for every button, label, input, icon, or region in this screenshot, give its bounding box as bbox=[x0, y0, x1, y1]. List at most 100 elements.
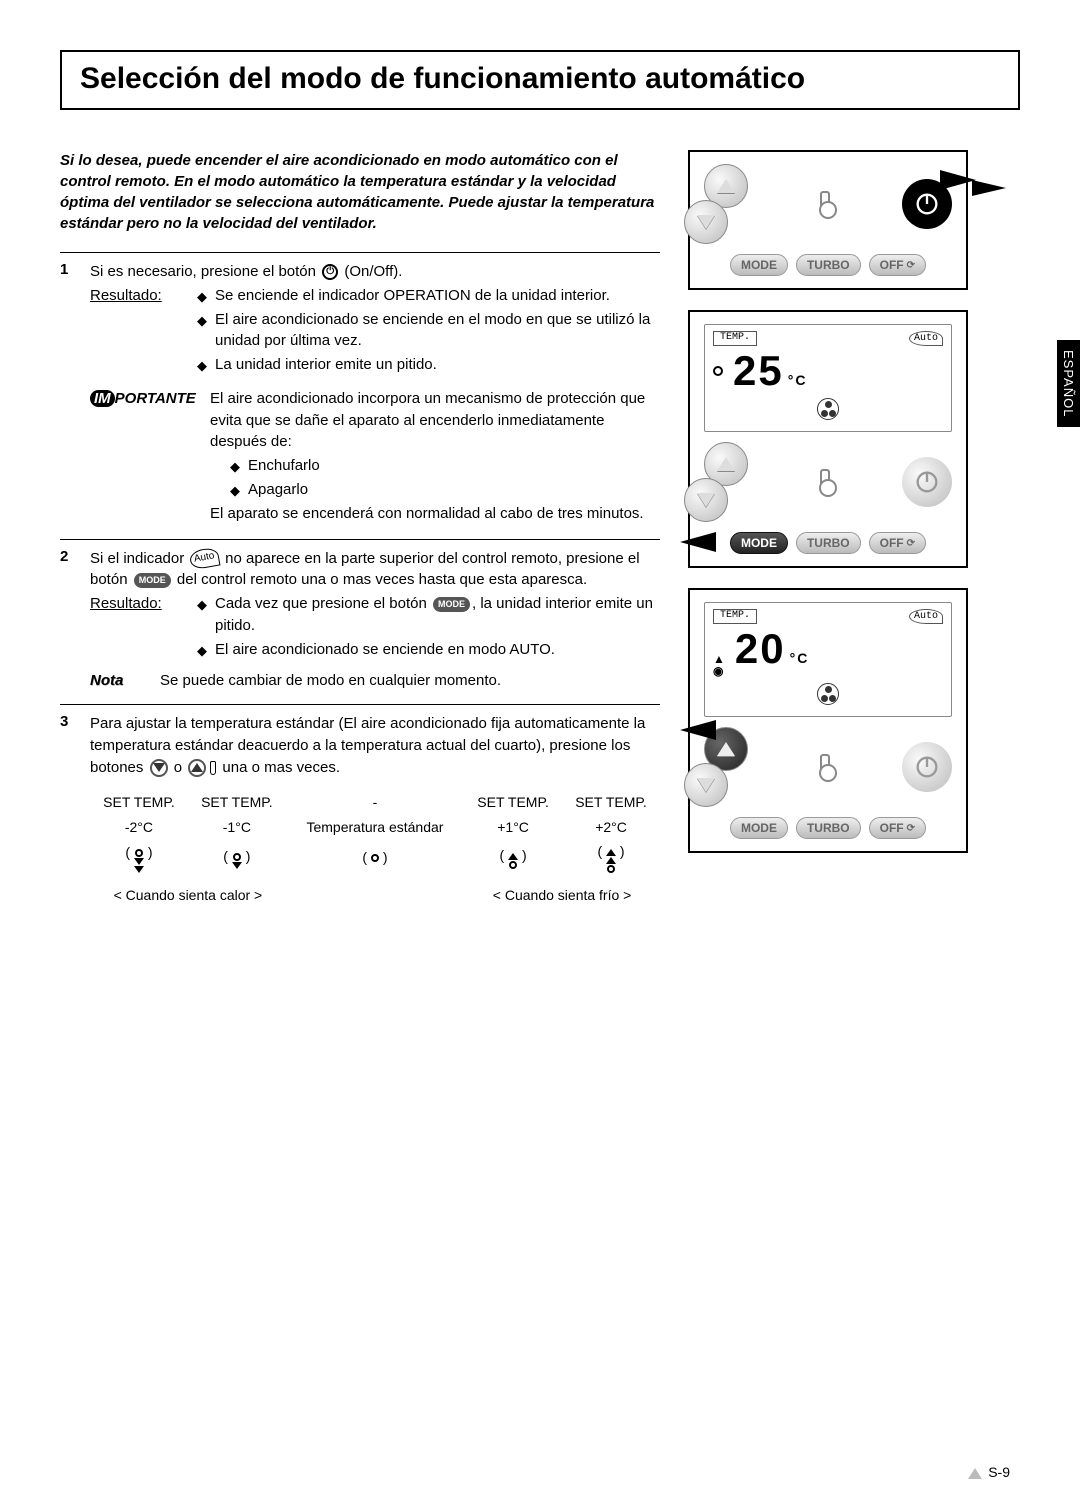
nota-label: Nota bbox=[90, 670, 150, 692]
left-column: Si lo desea, puede encender el aire acon… bbox=[60, 150, 660, 919]
thermo-icon bbox=[820, 469, 830, 495]
bullet-icon: ◆ bbox=[230, 482, 240, 501]
table-cell: +2°C bbox=[562, 815, 660, 839]
temp-label: TEMP. bbox=[713, 331, 757, 346]
lcd-unit: °C bbox=[788, 373, 808, 387]
temp-icon-cell: ( ) bbox=[90, 839, 188, 875]
step-2-intro: Si el indicador Auto no aparece en la pa… bbox=[90, 548, 660, 592]
lcd-unit: °C bbox=[790, 651, 810, 665]
off-pill[interactable]: OFF⟳ bbox=[869, 532, 926, 554]
indicator-dot-icon bbox=[713, 366, 723, 376]
step-3-intro: Para ajustar la temperatura estándar (El… bbox=[90, 713, 660, 778]
auto-icon: Auto bbox=[189, 547, 220, 570]
temp-adjust-table: SET TEMP. SET TEMP. - SET TEMP. SET TEMP… bbox=[90, 790, 660, 907]
title-box: Selección del modo de funcionamiento aut… bbox=[60, 50, 1020, 110]
pointer-arrow-icon bbox=[680, 532, 716, 552]
bullet-icon: ◆ bbox=[197, 312, 207, 353]
feel-cold-label: < Cuando sienta frío > bbox=[464, 875, 660, 907]
bullet-icon: ◆ bbox=[197, 288, 207, 307]
nota-text: Se puede cambiar de modo en cualquier mo… bbox=[160, 670, 660, 692]
importante-tail: El aparato se encenderá con normalidad a… bbox=[210, 503, 660, 525]
importante-block: IMPORTANTE El aire acondicionado incorpo… bbox=[90, 388, 660, 527]
resultado-label: Resultado: bbox=[90, 593, 185, 662]
step-3: 3 Para ajustar la temperatura estándar (… bbox=[60, 704, 660, 919]
off-pill[interactable]: OFF⟳ bbox=[869, 817, 926, 839]
right-column: MODE TURBO OFF⟳ TEMP. Auto 25 bbox=[688, 150, 968, 919]
nota-block: Nota Se puede cambiar de modo en cualqui… bbox=[90, 670, 660, 692]
temp-label: TEMP. bbox=[713, 609, 757, 624]
importante-badge: IM bbox=[90, 390, 115, 407]
remote-panel-1: MODE TURBO OFF⟳ bbox=[688, 150, 968, 290]
step-1-intro: Si es necesario, presione el botón ⏻ (On… bbox=[90, 261, 660, 283]
feel-hot-label: < Cuando sienta calor > bbox=[90, 875, 286, 907]
temp-icon-cell: ( ) bbox=[188, 839, 286, 875]
table-cell: +1°C bbox=[464, 815, 562, 839]
remote-panel-3: TEMP. Auto ▲◉ 20 °C bbox=[688, 588, 968, 853]
thermo-icon bbox=[210, 761, 216, 775]
power-icon: ⏻ bbox=[322, 264, 338, 280]
remote-panel-2: TEMP. Auto 25 °C bbox=[688, 310, 968, 568]
table-cell: Temperatura estándar bbox=[286, 815, 464, 839]
lcd-display: TEMP. Auto 25 °C bbox=[704, 324, 952, 432]
up-button-icon bbox=[188, 759, 206, 777]
table-header: - bbox=[286, 790, 464, 814]
step-2: 2 Si el indicador Auto no aparece en la … bbox=[60, 539, 660, 705]
table-cell: -1°C bbox=[188, 815, 286, 839]
pointer-arrow-icon bbox=[680, 720, 716, 740]
page-triangle-icon bbox=[968, 1468, 982, 1479]
page-title: Selección del modo de funcionamiento aut… bbox=[80, 62, 1000, 96]
temp-down-button[interactable] bbox=[684, 478, 728, 522]
temp-icon-cell: ( ) bbox=[464, 839, 562, 875]
bullet-icon: ◆ bbox=[197, 642, 207, 661]
resultado-label: Resultado: bbox=[90, 285, 185, 378]
step-number: 1 bbox=[60, 261, 78, 527]
power-button[interactable] bbox=[902, 457, 952, 507]
table-header: SET TEMP. bbox=[464, 790, 562, 814]
bullet-icon: ◆ bbox=[230, 458, 240, 477]
bullet-icon: ◆ bbox=[197, 596, 207, 637]
mode-pill[interactable]: MODE bbox=[730, 817, 788, 839]
step-number: 2 bbox=[60, 548, 78, 693]
page: Selección del modo de funcionamiento aut… bbox=[0, 0, 1080, 969]
temp-down-button[interactable] bbox=[684, 763, 728, 807]
step-1: 1 Si es necesario, presione el botón ⏻ (… bbox=[60, 252, 660, 539]
thermo-icon bbox=[820, 754, 830, 780]
thermo-icon bbox=[820, 191, 830, 217]
table-header: SET TEMP. bbox=[90, 790, 188, 814]
lcd-display: TEMP. Auto ▲◉ 20 °C bbox=[704, 602, 952, 717]
temp-icon-cell: ( ) bbox=[286, 839, 464, 875]
arrows-icon: ▲◉ bbox=[713, 653, 727, 677]
off-pill[interactable]: OFF⟳ bbox=[869, 254, 926, 276]
power-icon bbox=[913, 468, 941, 496]
auto-label: Auto bbox=[909, 609, 943, 624]
power-icon bbox=[913, 753, 941, 781]
pointer-arrow-icon bbox=[972, 180, 1006, 196]
turbo-pill[interactable]: TURBO bbox=[796, 532, 861, 554]
importante-text: El aire acondicionado incorpora un mecan… bbox=[210, 388, 660, 453]
turbo-pill[interactable]: TURBO bbox=[796, 254, 861, 276]
bullet-icon: ◆ bbox=[197, 357, 207, 376]
temp-down-button[interactable] bbox=[684, 200, 728, 244]
language-tab: ESPAÑOL bbox=[1057, 340, 1080, 427]
power-icon bbox=[913, 190, 941, 218]
pointer-arrow-icon bbox=[940, 170, 976, 190]
auto-label: Auto bbox=[909, 331, 943, 346]
turbo-pill[interactable]: TURBO bbox=[796, 817, 861, 839]
mode-pill[interactable]: MODE bbox=[730, 532, 788, 554]
down-button-icon bbox=[150, 759, 168, 777]
mode-pill[interactable]: MODE bbox=[730, 254, 788, 276]
page-number: S-9 bbox=[968, 1464, 1010, 1480]
table-header: SET TEMP. bbox=[188, 790, 286, 814]
step-number: 3 bbox=[60, 713, 78, 907]
lcd-value: 20 bbox=[735, 628, 786, 670]
fan-icon bbox=[817, 398, 839, 420]
mode-icon: MODE bbox=[134, 573, 171, 588]
temp-icon-cell: ( ) bbox=[562, 839, 660, 875]
table-cell: -2°C bbox=[90, 815, 188, 839]
lcd-value: 25 bbox=[733, 350, 784, 392]
power-button[interactable] bbox=[902, 742, 952, 792]
mode-icon: MODE bbox=[433, 597, 470, 612]
intro-paragraph: Si lo desea, puede encender el aire acon… bbox=[60, 150, 660, 234]
content: Si lo desea, puede encender el aire acon… bbox=[60, 150, 1020, 919]
fan-icon bbox=[817, 683, 839, 705]
